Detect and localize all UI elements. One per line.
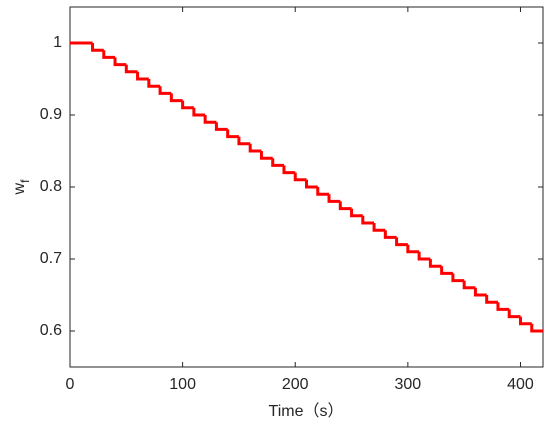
x-tick-label: 300 bbox=[395, 376, 422, 393]
step-segment bbox=[372, 223, 386, 232]
step-segment bbox=[214, 122, 228, 131]
step-segment bbox=[282, 165, 296, 175]
step-segment bbox=[158, 86, 172, 95]
step-segment bbox=[428, 259, 442, 268]
y-tick-label: 0.9 bbox=[40, 106, 62, 123]
step-segment bbox=[293, 172, 307, 182]
step-segment bbox=[485, 295, 498, 304]
step-segment bbox=[496, 302, 510, 311]
step-segment bbox=[305, 179, 318, 189]
step-segment bbox=[237, 136, 251, 146]
step-segment bbox=[248, 143, 262, 153]
step-segment bbox=[259, 151, 273, 160]
x-tick-label: 400 bbox=[507, 376, 534, 393]
step-segment bbox=[383, 230, 397, 239]
step-segment bbox=[417, 251, 431, 261]
step-segment bbox=[316, 187, 330, 196]
y-tick-label: 0.7 bbox=[40, 250, 62, 267]
step-segment bbox=[473, 287, 487, 297]
step-segment bbox=[181, 100, 194, 110]
step-segment bbox=[327, 194, 341, 203]
x-tick-label: 200 bbox=[282, 376, 309, 393]
step-segment bbox=[462, 280, 476, 290]
step-segment bbox=[136, 71, 149, 81]
step-segment bbox=[440, 266, 453, 275]
step-segment bbox=[395, 237, 408, 247]
step-segment bbox=[361, 215, 375, 225]
y-tick-label: 0.8 bbox=[40, 178, 62, 195]
step-segment bbox=[271, 158, 284, 167]
step-segment bbox=[91, 43, 104, 52]
y-tick-label: 1 bbox=[53, 34, 62, 51]
step-segment bbox=[530, 323, 543, 333]
y-axis-label: wf bbox=[11, 179, 32, 196]
x-axis-label: Time（s） bbox=[269, 402, 344, 420]
step-segment bbox=[192, 107, 206, 117]
y-tick-label: 0.6 bbox=[40, 322, 62, 339]
x-tick-label: 100 bbox=[169, 376, 196, 393]
step-segment bbox=[518, 316, 532, 326]
step-segment bbox=[507, 309, 521, 319]
step-segment bbox=[226, 129, 239, 139]
step-segment bbox=[113, 57, 127, 67]
y-axis-label-group: wf bbox=[11, 179, 32, 196]
step-segment bbox=[350, 208, 363, 218]
step-segment bbox=[124, 64, 138, 74]
step-segment bbox=[338, 201, 352, 211]
y-axis-label-main: w bbox=[11, 182, 28, 195]
step-segment bbox=[102, 50, 116, 59]
step-segment bbox=[147, 79, 161, 88]
step-segment bbox=[406, 244, 420, 254]
step-segment bbox=[451, 273, 465, 283]
step-segment bbox=[169, 93, 183, 103]
x-tick-label: 0 bbox=[66, 376, 75, 393]
step-segment bbox=[203, 115, 217, 124]
y-axis-label-sub: f bbox=[18, 179, 32, 183]
